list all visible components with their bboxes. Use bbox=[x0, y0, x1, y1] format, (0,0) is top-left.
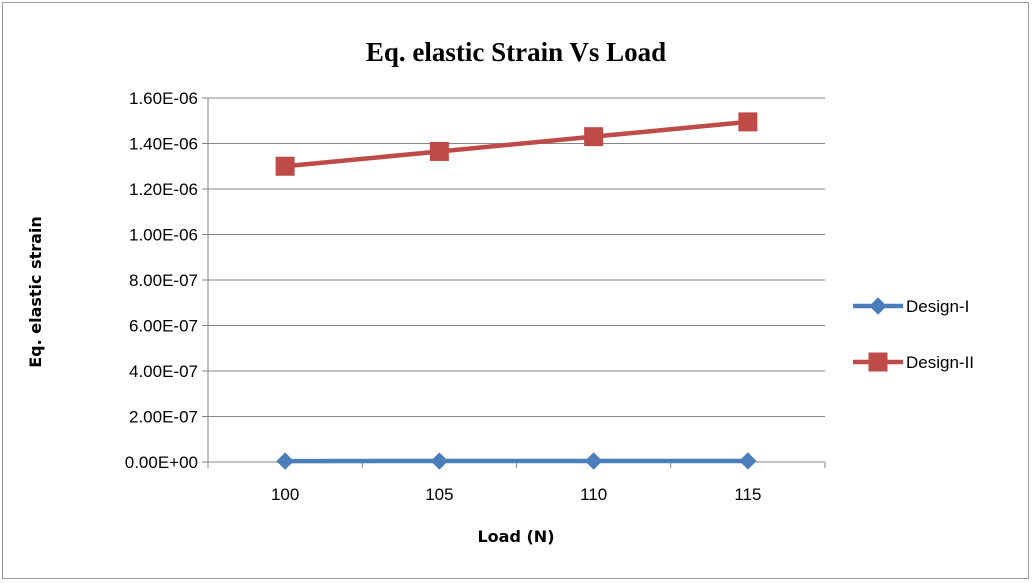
legend-label: Design-I bbox=[906, 297, 969, 316]
y-tick-label: 1.00E-06 bbox=[129, 226, 198, 245]
data-point bbox=[429, 141, 449, 161]
y-tick-label: 0.00E+00 bbox=[125, 453, 198, 472]
x-tick-label: 110 bbox=[580, 485, 607, 504]
series bbox=[275, 112, 758, 470]
y-tick-label: 1.20E-06 bbox=[129, 180, 198, 199]
x-tick-labels: 100 105 110 115 bbox=[271, 485, 761, 504]
legend-marker bbox=[869, 297, 887, 315]
x-tick-label: 115 bbox=[734, 485, 761, 504]
y-tick-label: 1.60E-06 bbox=[129, 89, 198, 108]
data-point bbox=[738, 112, 758, 132]
axes bbox=[202, 97, 826, 468]
x-tick-label: 100 bbox=[271, 485, 299, 504]
y-axis-label: Eq. elastic strain bbox=[26, 216, 45, 368]
series-2 bbox=[275, 112, 758, 176]
data-point bbox=[584, 127, 604, 147]
series-1 bbox=[276, 452, 757, 470]
series-line bbox=[284, 119, 749, 169]
y-tick-label: 1.40E-06 bbox=[129, 135, 198, 154]
data-point bbox=[430, 452, 449, 470]
chart-title: Eq. elastic Strain Vs Load bbox=[366, 37, 666, 67]
y-tick-label: 8.00E-07 bbox=[129, 271, 198, 290]
y-tick-labels: 0.00E+00 2.00E-07 4.00E-07 6.00E-07 8.00E-07… bbox=[125, 89, 198, 472]
data-point bbox=[584, 452, 603, 470]
legend-entry: Design-II bbox=[853, 352, 974, 372]
y-tick-label: 6.00E-07 bbox=[129, 317, 198, 336]
legend-marker bbox=[868, 352, 888, 372]
data-point bbox=[275, 156, 295, 176]
x-tick-label: 105 bbox=[425, 485, 453, 504]
data-point bbox=[739, 452, 757, 470]
legend-entry: Design-I bbox=[853, 297, 969, 316]
y-tick-label: 2.00E-07 bbox=[129, 408, 198, 427]
legend-label: Design-II bbox=[906, 353, 974, 372]
data-point bbox=[276, 452, 294, 470]
x-axis-label: Load (N) bbox=[477, 527, 554, 546]
legend: Design-I Design-II bbox=[853, 297, 974, 372]
line-chart: Eq. elastic Strain Vs Load 0.00E+00 2.00E… bbox=[26, 37, 974, 546]
gridlines bbox=[208, 97, 825, 417]
y-tick-label: 4.00E-07 bbox=[129, 362, 198, 381]
